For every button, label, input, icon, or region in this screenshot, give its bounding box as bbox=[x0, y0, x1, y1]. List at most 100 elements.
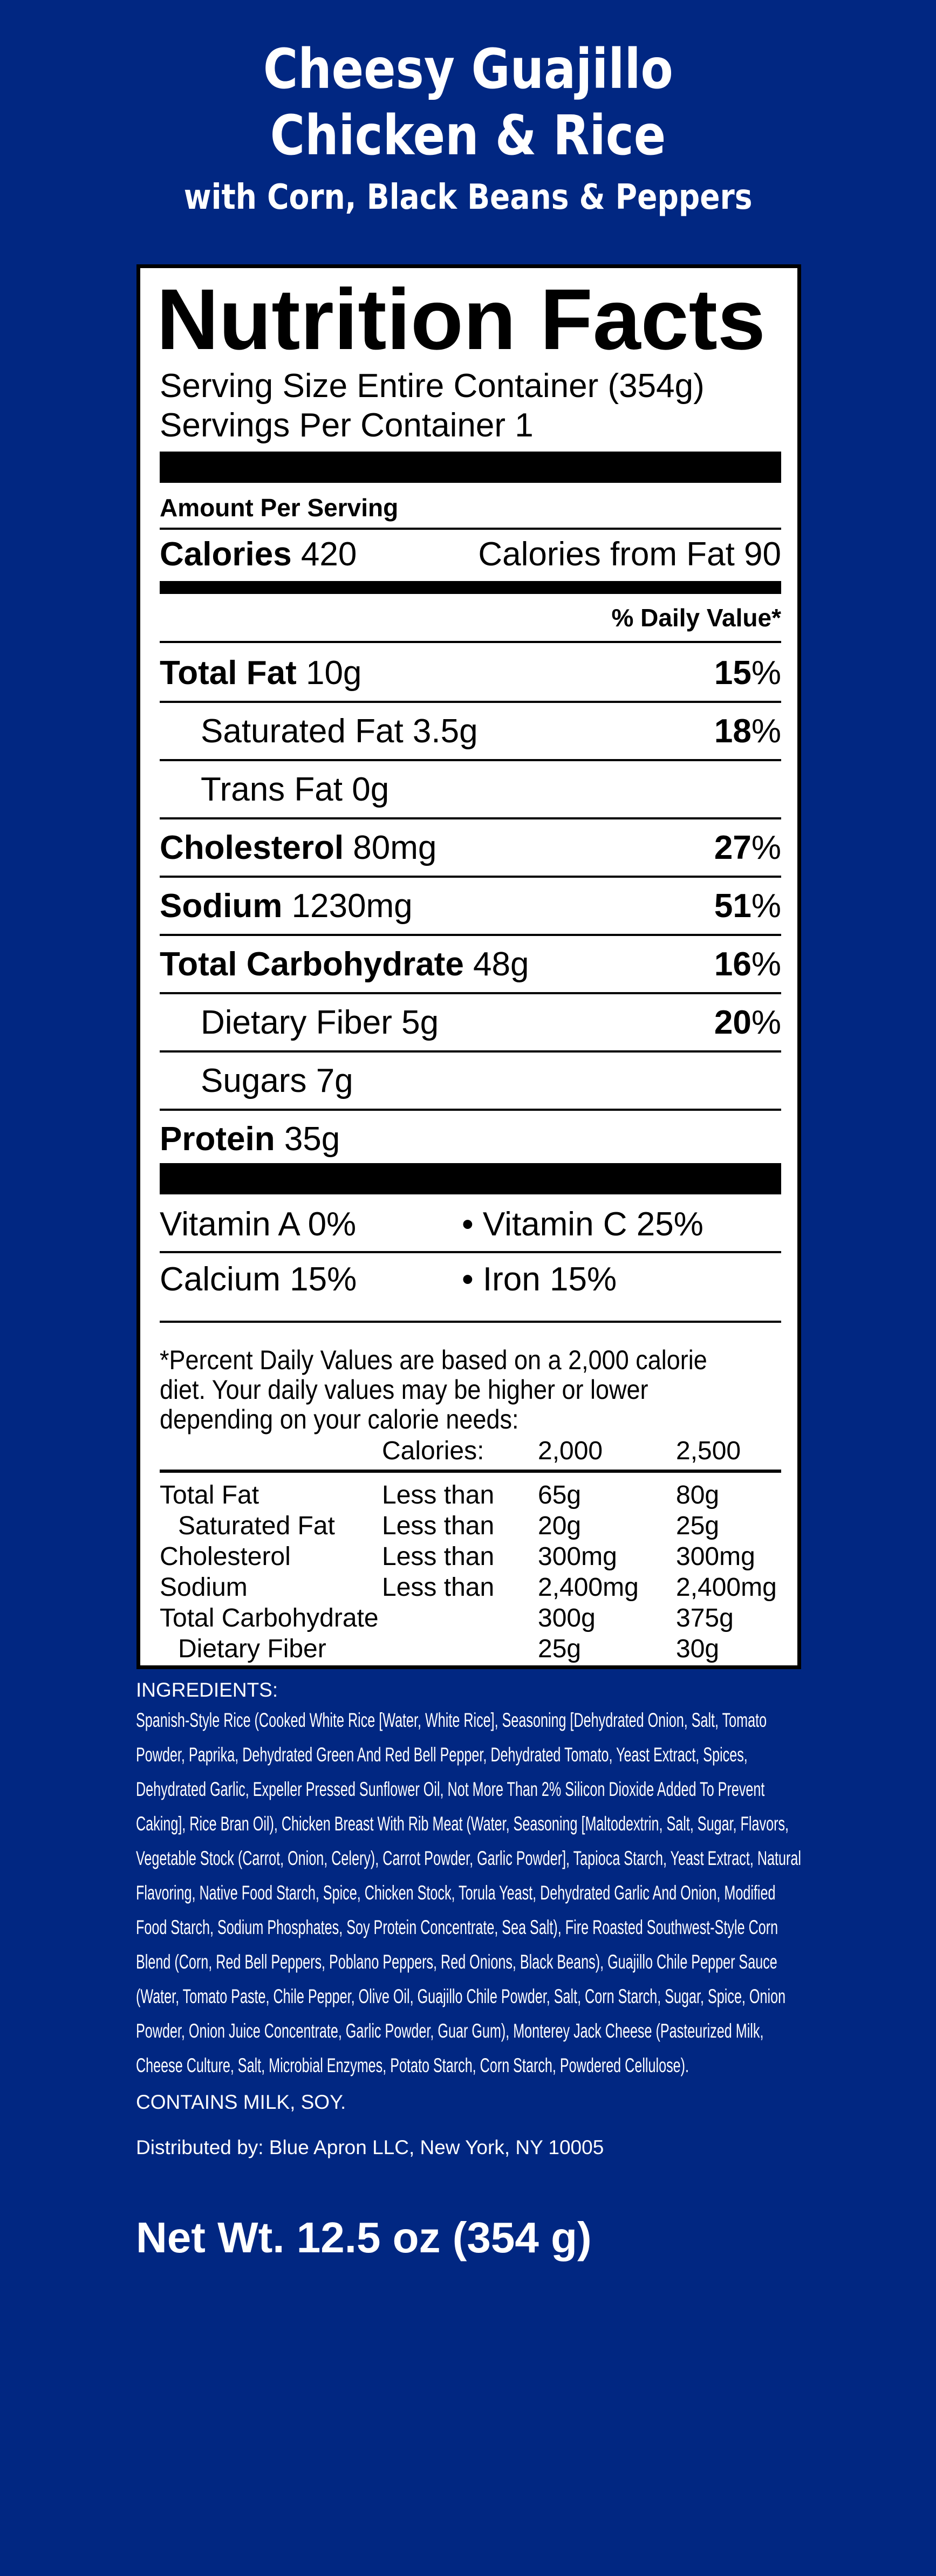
nutrient-name: Total Carbohydrate bbox=[160, 946, 464, 983]
divider bbox=[160, 1050, 781, 1053]
dv-2000: 2,400mg bbox=[538, 1573, 639, 1602]
dv-nutrient: Sodium bbox=[160, 1573, 248, 1602]
percent-sign: % bbox=[751, 654, 781, 692]
ingredients-block: Spanish-Style Rice (Cooked White Rice [W… bbox=[136, 1703, 805, 2083]
medium-divider bbox=[160, 581, 781, 594]
nutrient-row-label: Total Fat 10g bbox=[160, 654, 361, 692]
dv-2500: 25g bbox=[676, 1512, 720, 1540]
dv-table-header-calories: Calories: bbox=[382, 1437, 484, 1465]
nutrition-facts-heading: Nutrition Facts bbox=[156, 271, 766, 367]
product-title-text: Cheesy Guajillo bbox=[263, 37, 673, 101]
nutrient-daily-value: 20% bbox=[714, 1004, 781, 1042]
nutrient-name: Total Fat bbox=[160, 654, 297, 692]
dv-2500: 375g bbox=[676, 1604, 734, 1632]
nutrient-name: Trans Fat bbox=[201, 771, 343, 808]
divider bbox=[160, 641, 781, 643]
divider bbox=[160, 701, 781, 703]
nutrient-row-label: Sugars 7g bbox=[201, 1062, 353, 1100]
nutrient-amount: 7g bbox=[316, 1062, 353, 1099]
nutrient-row-label: Total Carbohydrate 48g bbox=[160, 946, 529, 983]
divider bbox=[160, 934, 781, 936]
nutrient-daily-value: 15% bbox=[714, 654, 781, 692]
dv-table-header-2500: 2,500 bbox=[676, 1437, 741, 1465]
divider bbox=[160, 992, 781, 994]
footnote-line: depending on your calorie needs: bbox=[160, 1404, 519, 1434]
ingredients-text: Spanish-Style Rice (Cooked White Rice [W… bbox=[136, 1709, 801, 2076]
footnote-line: diet. Your daily values may be higher or… bbox=[160, 1375, 648, 1405]
divider bbox=[160, 876, 781, 878]
percent-sign: % bbox=[751, 946, 781, 983]
divider bbox=[160, 1470, 781, 1473]
nutrient-row-label: Saturated Fat 3.5g bbox=[201, 713, 478, 750]
nutrition-facts-panel: Nutrition Facts Serving Size Entire Cont… bbox=[136, 264, 801, 1669]
dv-2500: 80g bbox=[676, 1481, 720, 1509]
ingredients-section: INGREDIENTS: Spanish-Style Rice (Cooked … bbox=[136, 1678, 805, 2262]
nutrient-name: Sodium bbox=[160, 887, 283, 925]
product-subtitle: with Corn, Black Beans & Peppers bbox=[0, 176, 936, 219]
amount-per-serving: Amount Per Serving bbox=[160, 494, 399, 522]
dv-table-header-2000: 2,000 bbox=[538, 1437, 603, 1465]
nutrient-amount: 5g bbox=[401, 1004, 439, 1041]
calcium: Calcium 15% bbox=[160, 1261, 357, 1298]
nutrient-name: Saturated Fat bbox=[201, 713, 404, 750]
dv-qualifier: Less than bbox=[382, 1512, 495, 1540]
ingredients-heading: INGREDIENTS: bbox=[136, 1679, 278, 1701]
footnote-line: *Percent Daily Values are based on a 2,0… bbox=[160, 1345, 707, 1375]
dv-qualifier: Less than bbox=[382, 1542, 495, 1571]
nutrient-row-label: Dietary Fiber 5g bbox=[201, 1004, 439, 1042]
thick-divider bbox=[160, 452, 781, 483]
product-subtitle-text: with Corn, Black Beans & Peppers bbox=[183, 177, 753, 217]
nutrient-daily-value: 27% bbox=[714, 829, 781, 867]
dv-2000: 25g bbox=[538, 1635, 582, 1663]
product-title-text: Chicken & Rice bbox=[270, 104, 666, 168]
percent-sign: % bbox=[751, 713, 781, 750]
divider bbox=[160, 759, 781, 761]
dv-2000: 65g bbox=[538, 1481, 582, 1509]
nutrient-row-label: Cholesterol 80mg bbox=[160, 829, 436, 867]
dv-nutrient: Saturated Fat bbox=[178, 1512, 335, 1540]
dv-nutrient: Total Carbohydrate bbox=[160, 1604, 379, 1632]
daily-value-number: 15 bbox=[714, 654, 751, 692]
nutrient-row-label: Protein 35g bbox=[160, 1120, 340, 1158]
divider bbox=[160, 1321, 781, 1323]
nutrient-daily-value: 18% bbox=[714, 713, 781, 750]
thick-divider bbox=[160, 1163, 781, 1194]
percent-sign: % bbox=[751, 1004, 781, 1041]
nutrient-name: Cholesterol bbox=[160, 829, 344, 866]
product-title-line1: Cheesy Guajillo bbox=[0, 40, 936, 99]
nutrient-amount: 3.5g bbox=[412, 713, 478, 750]
divider bbox=[160, 1109, 781, 1111]
dv-nutrient: Dietary Fiber bbox=[178, 1635, 326, 1663]
servings-per-container: Servings Per Container 1 bbox=[160, 407, 534, 444]
daily-value-number: 20 bbox=[714, 1004, 751, 1041]
daily-value-header: % Daily Value* bbox=[611, 604, 782, 632]
product-title-line2: Chicken & Rice bbox=[0, 106, 936, 166]
vitamin-c: • Vitamin C 25% bbox=[462, 1206, 703, 1243]
nutrient-row-label: Sodium 1230mg bbox=[160, 887, 413, 925]
nutrient-amount: 1230mg bbox=[291, 887, 413, 925]
allergen-statement: CONTAINS MILK, SOY. bbox=[136, 2091, 346, 2113]
calories-from-fat: Calories from Fat 90 bbox=[478, 536, 781, 573]
nutrient-name: Protein bbox=[160, 1120, 275, 1158]
nutrient-amount: 10g bbox=[305, 654, 362, 692]
net-weight: Net Wt. 12.5 oz (354 g) bbox=[136, 2213, 592, 2261]
nutrient-daily-value: 51% bbox=[714, 887, 781, 925]
dv-2000: 20g bbox=[538, 1512, 582, 1540]
dv-qualifier: Less than bbox=[382, 1481, 495, 1509]
divider bbox=[160, 528, 781, 530]
nutrient-daily-value: 16% bbox=[714, 946, 781, 983]
daily-value-number: 16 bbox=[714, 946, 751, 983]
calories-row: Calories 420 bbox=[160, 536, 357, 573]
nutrient-amount: 0g bbox=[352, 771, 390, 808]
percent-sign: % bbox=[751, 829, 781, 866]
distributor: Distributed by: Blue Apron LLC, New York… bbox=[136, 2136, 604, 2158]
dv-2500: 300mg bbox=[676, 1542, 755, 1571]
daily-value-number: 51 bbox=[714, 887, 751, 925]
dv-qualifier: Less than bbox=[382, 1573, 495, 1602]
divider bbox=[160, 817, 781, 819]
iron: • Iron 15% bbox=[462, 1261, 617, 1298]
dv-2500: 30g bbox=[676, 1635, 720, 1663]
daily-value-number: 27 bbox=[714, 829, 751, 866]
nutrient-name: Dietary Fiber bbox=[201, 1004, 392, 1041]
nutrient-name: Sugars bbox=[201, 1062, 307, 1099]
